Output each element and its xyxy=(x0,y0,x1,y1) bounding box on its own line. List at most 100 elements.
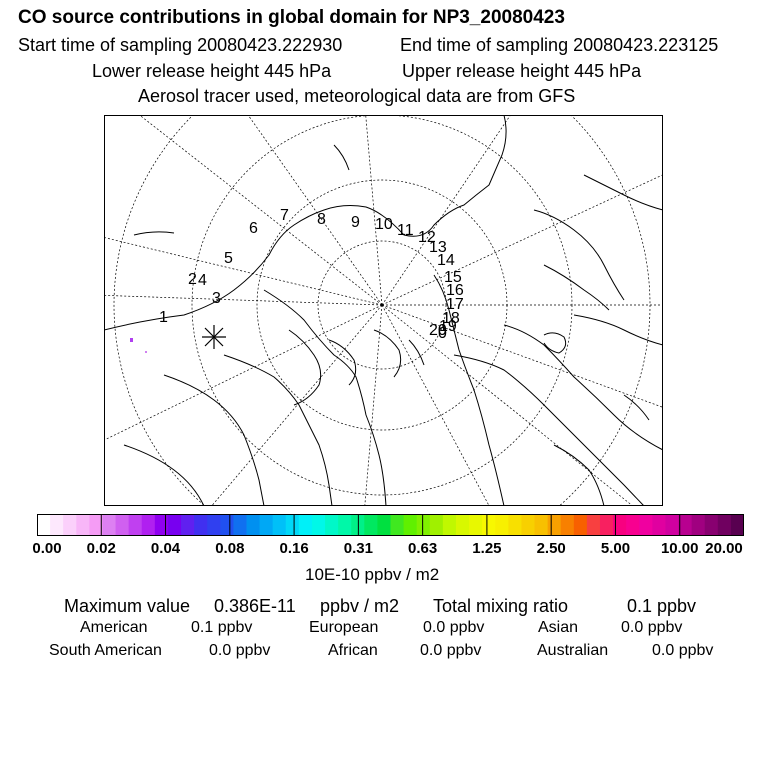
source-value-american: 0.1 ppbv xyxy=(191,619,253,636)
colorbar-swatch xyxy=(704,514,719,536)
colorbar-swatch xyxy=(416,514,431,536)
colorbar-swatch xyxy=(115,514,130,536)
colorbar-tick-label: 0.04 xyxy=(150,540,181,557)
colorbar-swatch xyxy=(259,514,274,536)
colorbar-swatch xyxy=(717,514,732,536)
colorbar-swatch xyxy=(469,514,483,536)
colorbar-swatch xyxy=(325,514,339,536)
colorbar-swatch xyxy=(521,514,536,536)
colorbar-swatch xyxy=(403,514,418,536)
colorbar-swatch xyxy=(665,514,680,536)
coastlines xyxy=(104,115,663,506)
source-name-australian: Australian xyxy=(537,642,609,659)
traj-label-7: 7 xyxy=(280,207,289,224)
max-value: 0.386E-11 xyxy=(214,596,296,616)
colorbar-swatch xyxy=(377,514,391,536)
colorbar-swatch xyxy=(560,514,575,536)
source-name-african: African xyxy=(328,642,378,659)
traj-label-6: 6 xyxy=(249,220,258,237)
total-mixing-ratio-value: 0.1 ppbv xyxy=(627,596,697,616)
colorbar-tick-label: 2.50 xyxy=(536,540,566,557)
colorbar-swatch xyxy=(298,514,313,536)
colorbar-swatch xyxy=(652,514,666,536)
colorbar-swatch xyxy=(272,514,287,536)
colorbar-tick-label: 0.16 xyxy=(279,540,309,557)
colorbar-swatch xyxy=(50,514,64,536)
traj-label-5: 5 xyxy=(224,250,233,267)
colorbar-swatch xyxy=(482,514,496,536)
colorbar-tick-label: 1.25 xyxy=(472,540,502,557)
source-pixel xyxy=(145,351,147,353)
traj-label-19: 19 xyxy=(439,318,457,335)
upper-release-height: Upper release height 445 hPa xyxy=(402,61,642,81)
colorbar-swatch xyxy=(63,514,77,536)
colorbar-swatch xyxy=(639,514,653,536)
traj-label-16: 16 xyxy=(446,282,464,299)
source-name-asian: Asian xyxy=(538,619,579,636)
traj-label-15: 15 xyxy=(444,269,462,286)
colorbar-swatch xyxy=(508,514,522,536)
colorbar-swatch xyxy=(285,514,300,536)
traj-label-0: 0 xyxy=(438,325,447,342)
colorbar-swatch xyxy=(338,514,352,536)
source-name-american: American xyxy=(80,619,148,636)
colorbar-swatch xyxy=(128,514,143,536)
trajectory-labels: 0 1 2 3 4 5 6 7 8 9 10 11 12 13 14 15 16… xyxy=(159,207,464,342)
total-mixing-ratio-label: Total mixing ratio xyxy=(433,596,569,616)
traj-label-2: 2 xyxy=(188,271,197,288)
colorbar-swatch xyxy=(167,514,182,536)
colorbar-swatch xyxy=(547,514,562,536)
colorbar-swatch xyxy=(390,514,405,536)
colorbar-swatch xyxy=(207,514,221,536)
colorbar-frame xyxy=(37,514,744,536)
colorbar-swatch xyxy=(442,514,457,536)
colorbar-swatch xyxy=(626,514,640,536)
colorbar-swatch xyxy=(76,514,90,536)
traj-label-20: 20 xyxy=(429,322,447,339)
source-value-european: 0.0 ppbv xyxy=(423,619,485,636)
source-value-australian: 0.0 ppbv xyxy=(652,642,714,659)
colorbar-tick-label: 5.00 xyxy=(600,540,631,557)
colorbar-tick-label: 0.02 xyxy=(86,540,116,557)
colorbar-swatch xyxy=(233,514,247,536)
traj-label-8: 8 xyxy=(317,211,326,228)
colorbar-tick-label: 0.00 xyxy=(32,540,62,557)
colorbar-swatch xyxy=(455,514,470,536)
colorbar xyxy=(37,514,744,536)
colorbar-swatch xyxy=(102,514,117,536)
colorbar-tick-label: 0.63 xyxy=(408,540,438,557)
graticule xyxy=(104,115,663,506)
colorbar-swatch xyxy=(613,514,627,536)
colorbar-swatch xyxy=(246,514,261,536)
max-value-label: Maximum value xyxy=(64,596,191,616)
colorbar-swatch xyxy=(691,514,706,536)
colorbar-swatch xyxy=(586,514,601,536)
source-name-european: European xyxy=(309,619,379,636)
source-value-african: 0.0 ppbv xyxy=(420,642,482,659)
start-time: Start time of sampling 20080423.222930 xyxy=(18,35,343,55)
traj-label-12: 12 xyxy=(418,229,436,246)
colorbar-swatch xyxy=(154,514,169,536)
source-value-south-american: 0.0 ppbv xyxy=(209,642,271,659)
lower-release-height: Lower release height 445 hPa xyxy=(92,61,332,81)
colorbar-swatch xyxy=(364,514,378,536)
colorbar-swatch xyxy=(89,514,103,536)
asterisk-icon xyxy=(202,325,226,349)
colorbar-tick-label: 0.31 xyxy=(343,540,373,557)
aerosol-note: Aerosol tracer used, meteorological data… xyxy=(138,86,576,106)
end-time: End time of sampling 20080423.223125 xyxy=(400,35,719,55)
polar-map: 0 1 2 3 4 5 6 7 8 9 10 11 12 13 14 15 16… xyxy=(104,115,663,506)
colorbar-swatch xyxy=(141,514,156,536)
colorbar-swatch xyxy=(534,514,549,536)
colorbar-swatch xyxy=(599,514,614,536)
colorbar-swatch xyxy=(678,514,693,536)
colorbar-swatch xyxy=(311,514,326,536)
traj-label-14: 14 xyxy=(437,252,455,269)
traj-label-13: 13 xyxy=(429,239,447,256)
traj-label-11: 11 xyxy=(397,222,414,239)
traj-label-1: 1 xyxy=(159,309,168,326)
traj-label-10: 10 xyxy=(375,216,393,233)
colorbar-swatch xyxy=(495,514,509,536)
map-frame xyxy=(104,115,663,506)
colorbar-swatch xyxy=(194,514,208,536)
